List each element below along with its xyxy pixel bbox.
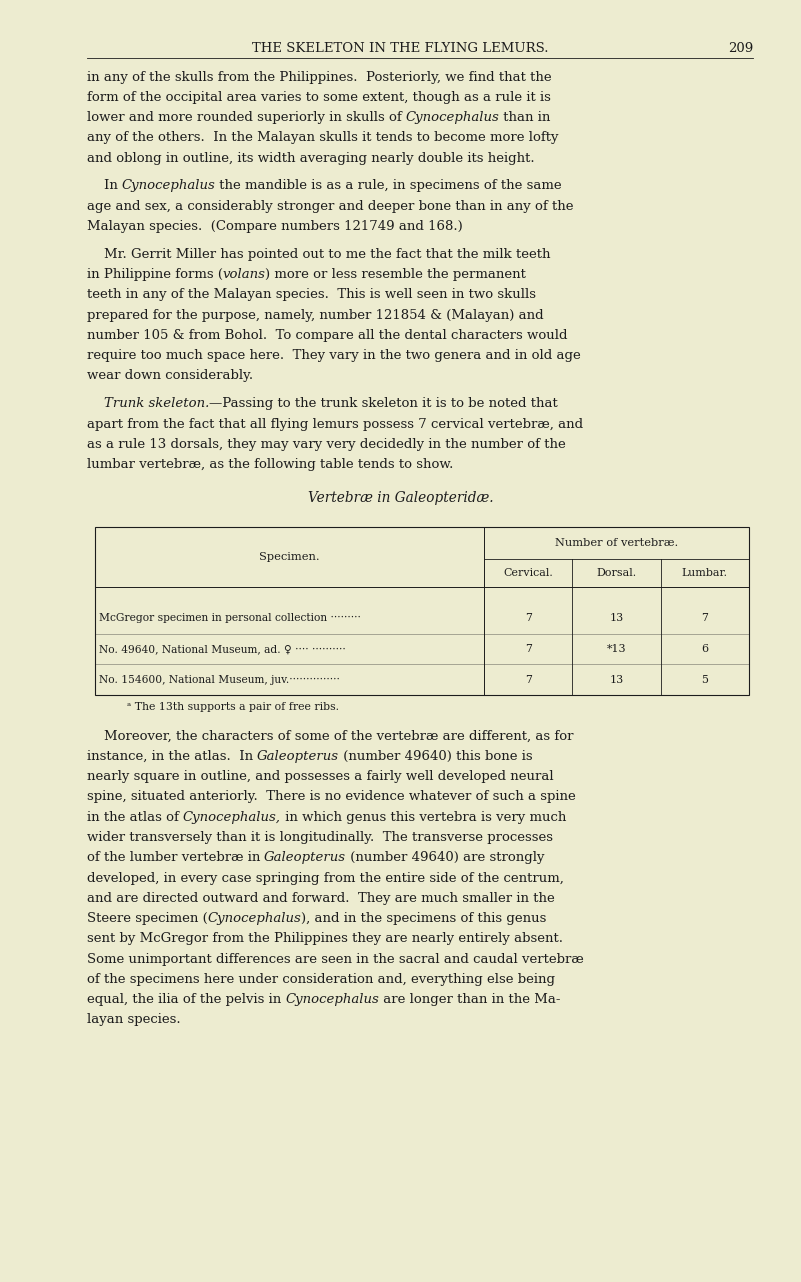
Text: number 105 & from Bohol.  To compare all the dental characters would: number 105 & from Bohol. To compare all … (87, 329, 567, 342)
Text: Cervical.: Cervical. (503, 568, 553, 578)
Text: Steere specimen (: Steere specimen ( (87, 912, 207, 926)
Text: 13: 13 (610, 674, 623, 685)
Text: instance, in the atlas.  In: instance, in the atlas. In (87, 750, 257, 763)
Bar (95, 527, 749, 695)
Text: Specimen.: Specimen. (259, 553, 320, 563)
Text: age and sex, a considerably stronger and deeper bone than in any of the: age and sex, a considerably stronger and… (87, 200, 573, 213)
Text: nearly square in outline, and possesses a fairly well developed neural: nearly square in outline, and possesses … (87, 770, 553, 783)
Text: Cynocephalus: Cynocephalus (285, 994, 379, 1006)
Text: (number 49640) this bone is: (number 49640) this bone is (339, 750, 533, 763)
Text: and are directed outward and forward.  They are much smaller in the: and are directed outward and forward. Th… (87, 892, 554, 905)
Text: In: In (87, 179, 122, 192)
Text: apart from the fact that all flying lemurs possess 7 cervical vertebræ, and: apart from the fact that all flying lemu… (87, 418, 582, 431)
Text: Galeopterus: Galeopterus (264, 851, 346, 864)
Text: sent by McGregor from the Philippines they are nearly entirely absent.: sent by McGregor from the Philippines th… (87, 932, 562, 945)
Text: 13: 13 (610, 613, 623, 623)
Text: ) more or less resemble the permanent: ) more or less resemble the permanent (265, 268, 526, 281)
Text: wider transversely than it is longitudinally.  The transverse processes: wider transversely than it is longitudin… (87, 831, 553, 844)
Text: teeth in any of the Malayan species.  This is well seen in two skulls: teeth in any of the Malayan species. Thi… (87, 288, 536, 301)
Text: Cynocephalus: Cynocephalus (122, 179, 215, 192)
Text: Galeopterus: Galeopterus (257, 750, 339, 763)
Text: Cynocephalus: Cynocephalus (405, 112, 499, 124)
Text: than in: than in (499, 112, 550, 124)
Text: volans: volans (223, 268, 265, 281)
Text: equal, the ilia of the pelvis in: equal, the ilia of the pelvis in (87, 994, 285, 1006)
Text: and oblong in outline, its width averaging nearly double its height.: and oblong in outline, its width averagi… (87, 151, 534, 164)
Text: Lumbar.: Lumbar. (682, 568, 728, 578)
Text: are longer than in the Ma-: are longer than in the Ma- (379, 994, 560, 1006)
Text: (number 49640) are strongly: (number 49640) are strongly (346, 851, 545, 864)
Text: spine, situated anteriorly.  There is no evidence whatever of such a spine: spine, situated anteriorly. There is no … (87, 791, 575, 804)
Text: of the specimens here under consideration and, everything else being: of the specimens here under consideratio… (87, 973, 554, 986)
Text: Trunk skeleton.: Trunk skeleton. (103, 397, 209, 410)
Text: developed, in every case springing from the entire side of the centrum,: developed, in every case springing from … (87, 872, 563, 885)
Text: Mr. Gerrit Miller has pointed out to me the fact that the milk teeth: Mr. Gerrit Miller has pointed out to me … (87, 247, 550, 262)
Text: form of the occipital area varies to some extent, though as a rule it is: form of the occipital area varies to som… (87, 91, 550, 104)
Text: *13: *13 (606, 644, 626, 654)
Text: McGregor specimen in personal collection ·········: McGregor specimen in personal collection… (99, 613, 361, 623)
Text: require too much space here.  They vary in the two genera and in old age: require too much space here. They vary i… (87, 349, 580, 363)
Text: No. 49640, National Museum, ad. ♀ ···· ··········: No. 49640, National Museum, ad. ♀ ···· ·… (99, 644, 346, 654)
Text: of the lumber vertebræ in: of the lumber vertebræ in (87, 851, 264, 864)
Text: in which genus this vertebra is very much: in which genus this vertebra is very muc… (280, 810, 566, 824)
Text: 209: 209 (727, 42, 753, 55)
Text: wear down considerably.: wear down considerably. (87, 369, 252, 382)
Text: 7: 7 (525, 613, 532, 623)
Text: any of the others.  In the Malayan skulls it tends to become more lofty: any of the others. In the Malayan skulls… (87, 131, 558, 145)
Text: the mandible is as a rule, in specimens of the same: the mandible is as a rule, in specimens … (215, 179, 562, 192)
Text: Some unimportant differences are seen in the sacral and caudal vertebræ: Some unimportant differences are seen in… (87, 953, 583, 965)
Text: Vertebræ in Galeopteridæ.: Vertebræ in Galeopteridæ. (308, 491, 493, 505)
Text: Malayan species.  (Compare numbers 121749 and 168.): Malayan species. (Compare numbers 121749… (87, 221, 462, 233)
Text: lower and more rounded superiorly in skulls of: lower and more rounded superiorly in sku… (87, 112, 405, 124)
Text: 7: 7 (525, 674, 532, 685)
Text: No. 154600, National Museum, juv.···············: No. 154600, National Museum, juv.·······… (99, 674, 340, 685)
Text: THE SKELETON IN THE FLYING LEMURS.: THE SKELETON IN THE FLYING LEMURS. (252, 42, 549, 55)
Text: Cynocephalus: Cynocephalus (207, 912, 301, 926)
Text: layan species.: layan species. (87, 1013, 180, 1027)
Text: Number of vertebræ.: Number of vertebræ. (555, 538, 678, 549)
Text: 7: 7 (525, 644, 532, 654)
Text: as a rule 13 dorsals, they may vary very decidedly in the number of the: as a rule 13 dorsals, they may vary very… (87, 438, 566, 451)
Text: in any of the skulls from the Philippines.  Posteriorly, we find that the: in any of the skulls from the Philippine… (87, 71, 551, 83)
Text: —Passing to the trunk skeleton it is to be noted that: —Passing to the trunk skeleton it is to … (209, 397, 557, 410)
Text: Moreover, the characters of some of the vertebræ are different, as for: Moreover, the characters of some of the … (87, 729, 573, 742)
Text: Cynocephalus,: Cynocephalus, (183, 810, 280, 824)
Text: in Philippine forms (: in Philippine forms ( (87, 268, 223, 281)
Text: ), and in the specimens of this genus: ), and in the specimens of this genus (301, 912, 546, 926)
Text: Dorsal.: Dorsal. (597, 568, 637, 578)
Text: 6: 6 (701, 644, 708, 654)
Text: 5: 5 (701, 674, 708, 685)
Text: prepared for the purpose, namely, number 121854 & (Malayan) and: prepared for the purpose, namely, number… (87, 309, 543, 322)
Text: 7: 7 (702, 613, 708, 623)
Text: in the atlas of: in the atlas of (87, 810, 183, 824)
Text: ᵃ The 13th supports a pair of free ribs.: ᵃ The 13th supports a pair of free ribs. (127, 701, 339, 712)
Text: lumbar vertebræ, as the following table tends to show.: lumbar vertebræ, as the following table … (87, 458, 453, 472)
